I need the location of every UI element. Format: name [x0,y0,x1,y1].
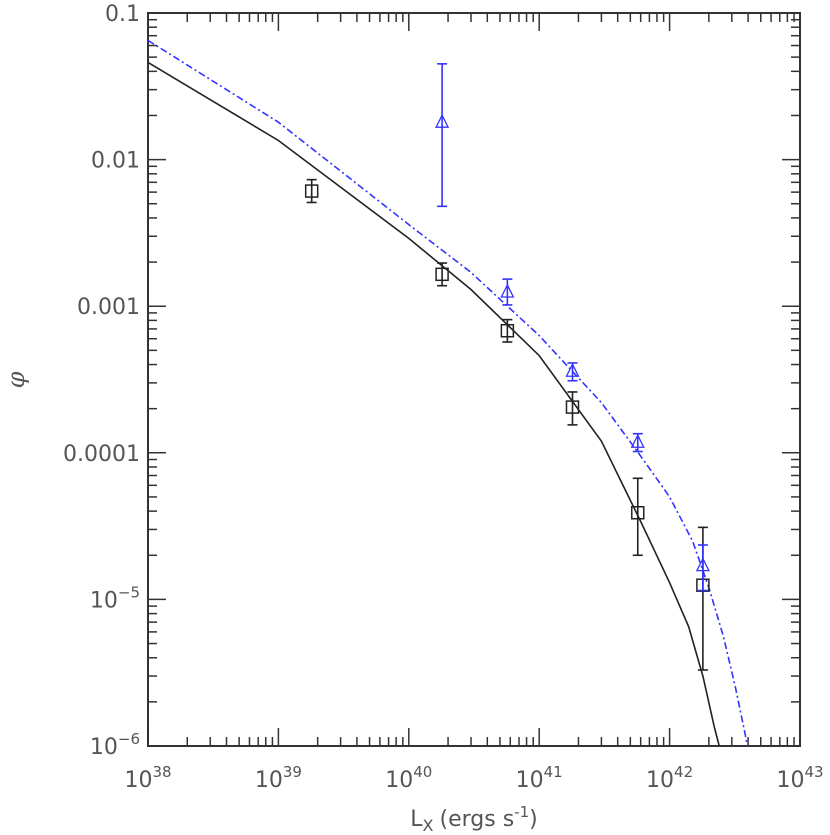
y-axis-label-text: φ [2,371,30,388]
fit-curve-solid [148,61,720,746]
fit-curve-dash-dot [148,39,749,746]
triangle-marker [435,113,450,128]
x-tick-label: 1038 [124,763,171,793]
fit-curves [148,39,749,746]
y-axis-label: φ [2,371,30,388]
triangle-marker [630,433,645,448]
triangle-marker [565,362,580,377]
x-axis-label-units-sup: -1 [514,803,529,821]
square-marker [500,324,515,338]
x-tick-label: 1040 [385,763,432,793]
triangle-marker [695,557,710,572]
y-tick-label: 10−5 [90,583,140,613]
square-marker [631,505,645,520]
y-tick-label: 0.1 [105,2,140,27]
x-tick-label: 1042 [646,763,693,793]
x-tick-label: 1041 [516,763,563,793]
y-tick-label: 10−6 [90,730,140,760]
x-axis-label-units: (ergs s [440,807,515,832]
axis-ticks [147,13,800,747]
plot-frame [147,12,801,747]
x-axis-label-sub: X [423,816,434,835]
square-marker [304,184,319,198]
y-tick-label: 0.01 [91,149,140,174]
tick-labels: 1038 1039 1040 1041 1042 1043 0.1 0.01 0.001 0.00… [63,2,824,793]
y-tick-label: 0.001 [77,295,140,320]
y-tick-label: 0.0001 [63,442,140,467]
square-marker [565,400,580,414]
x-axis-label-units-close: ) [529,807,538,832]
x-tick-label: 1039 [255,763,302,793]
x-axis-label-main: L [410,807,423,832]
data-points [304,63,710,671]
x-tick-label: 1043 [776,763,823,793]
x-axis-label: LX (ergs s-1) [410,803,537,835]
triangle-marker [500,283,515,298]
square-marker [435,267,449,282]
